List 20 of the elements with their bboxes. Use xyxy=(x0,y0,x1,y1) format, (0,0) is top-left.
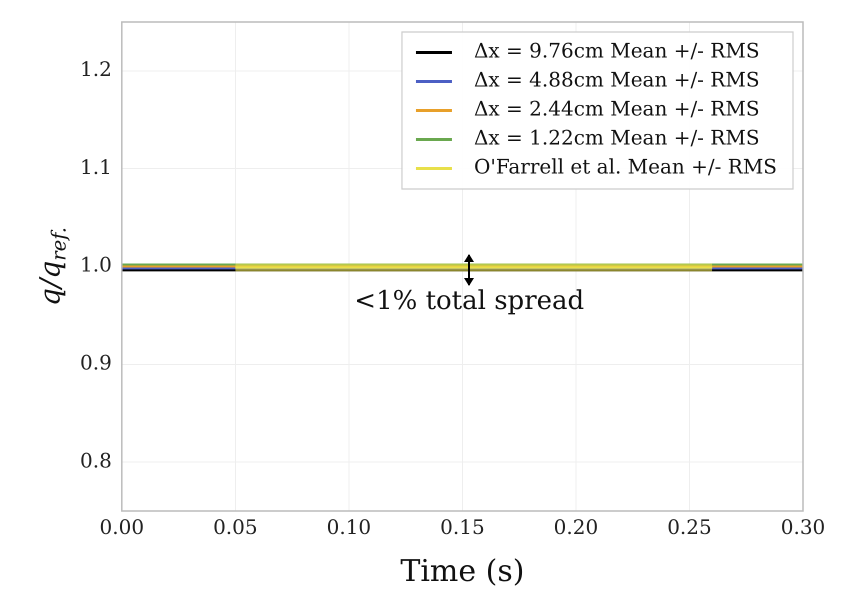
y-tick-label: 0.9 xyxy=(80,350,112,375)
y-tick-label: 1.1 xyxy=(80,154,112,179)
legend-label: Δx = 9.76cm Mean +/- RMS xyxy=(474,38,760,63)
x-tick-label: 0.00 xyxy=(100,515,144,540)
x-tick-label: 0.15 xyxy=(440,515,485,540)
x-tick-label: 0.20 xyxy=(554,515,598,540)
x-tick-label: 0.25 xyxy=(667,515,712,540)
y-tick-label: 1.2 xyxy=(80,57,112,82)
legend-label: Δx = 1.22cm Mean +/- RMS xyxy=(474,126,760,150)
y-axis-title: q/qref. xyxy=(33,226,70,306)
x-tick-label: 0.05 xyxy=(213,515,258,540)
x-axis-title: Time (s) xyxy=(400,554,524,589)
legend-label: Δx = 2.44cm Mean +/- RMS xyxy=(474,96,760,121)
y-tick-label: 1.0 xyxy=(80,252,112,277)
legend-label: O'Farrell et al. Mean +/- RMS xyxy=(474,154,778,179)
annotation: <1% total spread xyxy=(354,286,584,316)
x-tick-label: 0.10 xyxy=(326,515,372,540)
y-tick-label: 0.8 xyxy=(80,448,112,472)
legend-label: Δx = 4.88cm Mean +/- RMS xyxy=(474,68,760,92)
x-tick-label: 0.30 xyxy=(780,515,826,540)
